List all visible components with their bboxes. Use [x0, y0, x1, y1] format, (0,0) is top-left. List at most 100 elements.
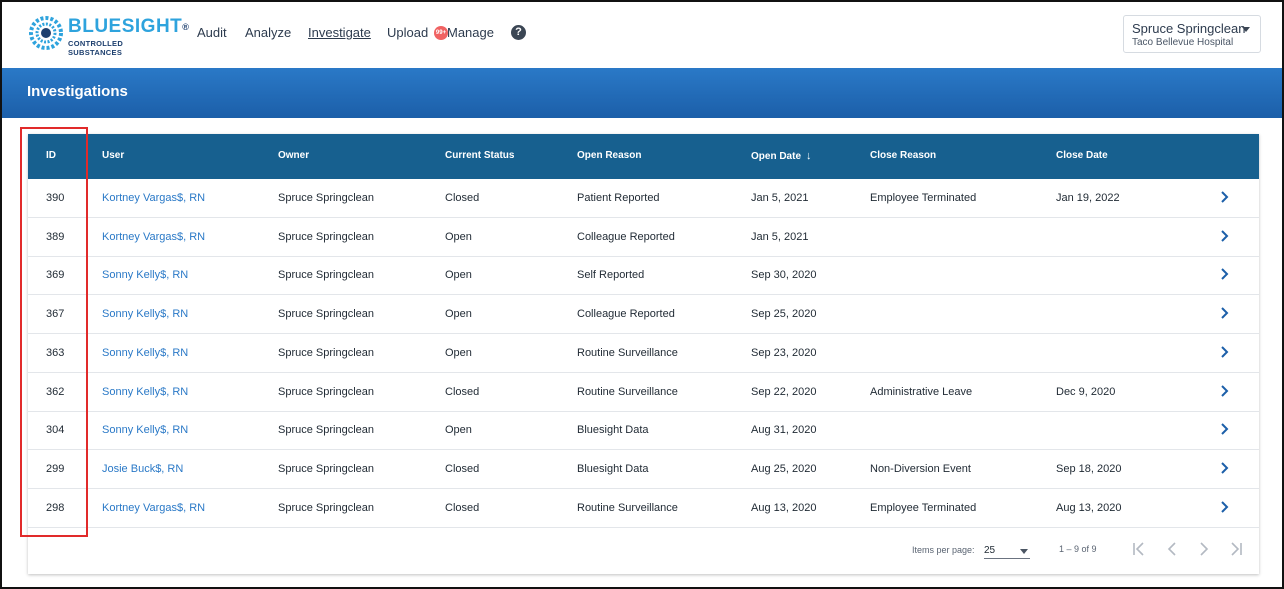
column-header-user[interactable]: User [102, 150, 125, 161]
cell-user-link[interactable]: Kortney Vargas$, RN [102, 230, 206, 243]
chevron-right-icon[interactable] [1218, 266, 1232, 282]
nav-audit[interactable]: Audit [197, 25, 227, 40]
cell-open-date: Jan 5, 2021 [751, 192, 809, 204]
page-range-label: 1 – 9 of 9 [1059, 544, 1097, 554]
cell-user-link[interactable]: Kortney Vargas$, RN [102, 501, 206, 514]
chevron-right-icon[interactable] [1218, 344, 1232, 360]
chevron-right-icon[interactable] [1218, 305, 1232, 321]
cell-status: Open [445, 424, 472, 437]
items-per-page-label: Items per page: [912, 545, 975, 555]
cell-user-link[interactable]: Sonny Kelly$, RN [102, 424, 189, 437]
cell-owner: Spruce Springclean [278, 462, 375, 475]
chevron-right-icon[interactable] [1218, 460, 1232, 476]
cell-status: Closed [445, 385, 480, 398]
cell-open-date: Sep 25, 2020 [751, 308, 817, 321]
table-header: ID User Owner Current Status Open Reason… [28, 134, 1259, 179]
cell-open-date: Sep 22, 2020 [751, 385, 817, 398]
column-header-close-date[interactable]: Close Date [1056, 150, 1108, 161]
cell-open-reason: Bluesight Data [577, 462, 649, 475]
cell-user-link[interactable]: Sonny Kelly$, RN [102, 385, 189, 398]
cell-close-reason: Non-Diversion Event [870, 462, 971, 475]
table-row[interactable]: 363 Sonny Kelly$, RN Spruce Springclean Ope… [28, 334, 1259, 373]
table-row[interactable]: 299 Josie Buck$, RN Spruce Springclean Clos… [28, 450, 1259, 489]
brand-subtitle: CONTROLLED SUBSTANCES [68, 39, 124, 57]
column-header-id[interactable]: ID [46, 150, 56, 161]
cell-status: Closed [445, 192, 480, 204]
cell-open-reason: Routine Surveillance [577, 385, 678, 398]
page-size-value: 25 [984, 545, 996, 556]
cell-owner: Spruce Springclean [278, 269, 375, 282]
upload-notification-badge: 99+ [434, 26, 448, 40]
cell-open-reason: Patient Reported [577, 192, 660, 204]
chevron-right-icon[interactable] [1218, 189, 1232, 205]
nav-investigate[interactable]: Investigate [308, 25, 371, 40]
column-header-current-status[interactable]: Current Status [445, 150, 515, 161]
cell-status: Closed [445, 501, 480, 514]
cell-user-link[interactable]: Josie Buck$, RN [102, 462, 184, 475]
cell-close-reason: Administrative Leave [870, 385, 973, 398]
cell-close-date: Dec 9, 2020 [1056, 385, 1116, 398]
cell-close-reason: Employee Terminated [870, 501, 977, 514]
cell-owner: Spruce Springclean [278, 230, 375, 243]
page-size-select[interactable]: 25 [984, 541, 1030, 559]
cell-user-link[interactable]: Sonny Kelly$, RN [102, 346, 189, 359]
table-row[interactable]: 362 Sonny Kelly$, RN Spruce Springclean Clo… [28, 373, 1259, 412]
cell-open-reason: Bluesight Data [577, 424, 649, 437]
cell-id: 389 [46, 230, 65, 243]
column-header-owner[interactable]: Owner [278, 150, 310, 161]
investigations-table: ID User Owner Current Status Open Reason… [28, 134, 1259, 574]
cell-open-date: Aug 31, 2020 [751, 424, 817, 437]
table-row[interactable]: 369 Sonny Kelly$, RN Spruce Springclean Ope… [28, 256, 1259, 296]
chevron-right-icon[interactable] [1218, 421, 1232, 437]
cell-owner: Spruce Springclean [278, 385, 375, 398]
chevron-right-icon[interactable] [1218, 228, 1232, 244]
caret-down-icon [1242, 27, 1250, 32]
cell-owner: Spruce Springclean [278, 192, 375, 204]
table-row[interactable]: 389 Kortney Vargas$, RN Spruce Springclean… [28, 218, 1259, 257]
column-header-open-reason[interactable]: Open Reason [577, 150, 642, 161]
cell-open-reason: Colleague Reported [577, 308, 675, 321]
page-title: Investigations [27, 83, 128, 100]
chevron-right-icon[interactable] [1218, 383, 1232, 399]
chevron-right-icon[interactable] [1218, 499, 1232, 515]
next-page-icon[interactable] [1195, 539, 1213, 559]
column-header-close-reason[interactable]: Close Reason [870, 150, 937, 161]
nav-upload[interactable]: Upload [387, 25, 429, 40]
cell-close-date: Jan 19, 2022 [1056, 192, 1120, 204]
last-page-icon[interactable] [1227, 539, 1245, 559]
brand-name: BLUESIGHT® [68, 16, 190, 37]
help-icon[interactable]: ? [511, 25, 526, 40]
table-row[interactable]: 304 Sonny Kelly$, RN Spruce Springclean Ope… [28, 411, 1259, 451]
previous-page-icon[interactable] [1163, 539, 1181, 559]
cell-status: Open [445, 346, 472, 359]
cell-id: 299 [46, 462, 65, 475]
cell-id: 363 [46, 346, 65, 359]
cell-user-link[interactable]: Sonny Kelly$, RN [102, 269, 189, 282]
cell-id: 369 [46, 269, 65, 282]
cell-status: Open [445, 269, 472, 282]
id-column-highlight [20, 127, 88, 537]
nav-manage[interactable]: Manage [447, 25, 494, 40]
cell-open-reason: Colleague Reported [577, 230, 675, 243]
first-page-icon[interactable] [1130, 539, 1148, 559]
account-name: Spruce Springclean [1132, 21, 1246, 36]
cell-open-reason: Self Reported [577, 269, 645, 282]
table-row[interactable]: 390 Kortney Vargas$, RN Spruce Springclean… [28, 179, 1259, 218]
cell-close-reason: Employee Terminated [870, 192, 977, 204]
column-header-open-date[interactable]: Open Date ↓ [751, 150, 812, 162]
bluesight-logo[interactable]: BLUESIGHT® CONTROLLED SUBSTANCES [28, 15, 189, 57]
cell-user-link[interactable]: Sonny Kelly$, RN [102, 308, 189, 321]
cell-status: Open [445, 230, 472, 243]
nav-analyze[interactable]: Analyze [245, 25, 292, 40]
cell-id: 362 [46, 385, 65, 398]
table-row[interactable]: 298 Kortney Vargas$, RN Spruce Springclean… [28, 489, 1259, 528]
cell-user-link[interactable]: Kortney Vargas$, RN [102, 192, 206, 204]
table-row[interactable]: 367 Sonny Kelly$, RN Spruce Springclean Ope… [28, 295, 1259, 335]
cell-status: Closed [445, 462, 480, 475]
cell-owner: Spruce Springclean [278, 424, 375, 437]
cell-open-date: Aug 13, 2020 [751, 501, 817, 514]
cell-close-date: Aug 13, 2020 [1056, 501, 1122, 514]
account-menu[interactable]: Spruce Springclean Taco Bellevue Hospita… [1123, 15, 1261, 53]
account-site: Taco Bellevue Hospital [1132, 37, 1234, 48]
arrow-down-icon: ↓ [806, 150, 812, 162]
